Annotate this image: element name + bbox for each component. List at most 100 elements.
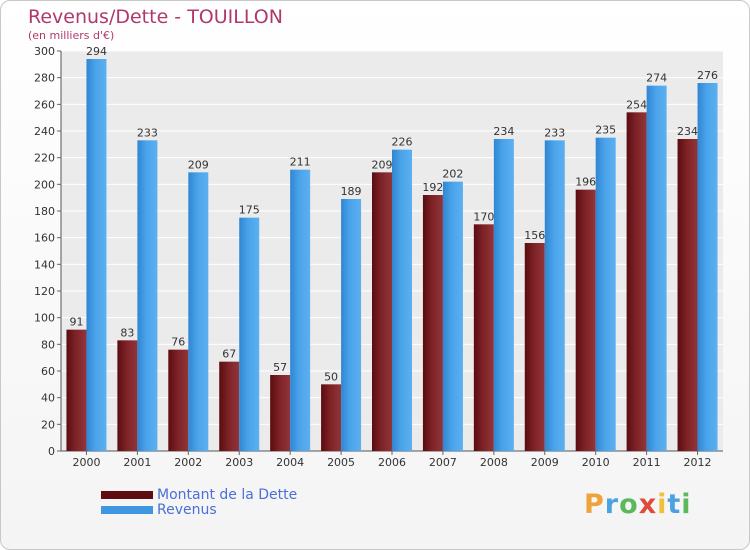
logo-letter: o xyxy=(619,489,639,520)
bar-chart: 0 20 40 60 80 100 120 140 160 180 200 220 240 260 280 3… xyxy=(34,45,723,469)
bar-dette xyxy=(321,384,342,451)
bar-dette xyxy=(422,195,443,451)
value-label-dette: 67 xyxy=(222,348,236,361)
legend-item-dette: Montant de la Dette xyxy=(101,486,298,503)
bar-dette xyxy=(66,329,87,451)
bar-dette xyxy=(626,112,647,451)
bar-revenus xyxy=(290,169,311,451)
bar-revenus xyxy=(137,140,158,452)
value-label-revenus: 175 xyxy=(239,204,260,217)
logo-letter: i xyxy=(681,489,692,520)
bar-revenus xyxy=(595,137,616,451)
bar-revenus xyxy=(188,172,209,452)
bar-revenus xyxy=(493,139,514,451)
bar-dette xyxy=(270,375,291,451)
legend-label-dette: Montant de la Dette xyxy=(157,486,298,503)
x-tick-label: 2001 xyxy=(123,456,151,469)
logo-letter: r xyxy=(604,489,620,520)
bar-revenus xyxy=(697,83,718,451)
x-tick-label: 2008 xyxy=(480,456,508,469)
x-tick-label: 2012 xyxy=(684,456,712,469)
bar-revenus xyxy=(341,199,362,451)
bar-dette xyxy=(677,139,698,451)
bar-revenus xyxy=(646,85,667,452)
x-tick-label: 2009 xyxy=(531,456,559,469)
chart-title: Revenus/Dette - TOUILLON xyxy=(28,6,283,28)
x-tick-label: 2011 xyxy=(633,456,661,469)
x-tick-label: 2005 xyxy=(327,456,355,469)
bar-dette xyxy=(575,189,596,451)
logo-letter: x xyxy=(638,489,658,520)
x-tick-label: 2002 xyxy=(174,456,202,469)
value-label-dette: 170 xyxy=(473,210,494,223)
y-tick-label: 240 xyxy=(34,125,55,138)
bar-revenus xyxy=(392,149,412,451)
value-label-revenus: 234 xyxy=(493,125,514,138)
value-label-dette: 209 xyxy=(372,158,393,171)
y-tick-label: 20 xyxy=(41,418,55,431)
bar-revenus xyxy=(544,140,565,452)
value-label-dette: 76 xyxy=(171,336,185,349)
y-tick-label: 260 xyxy=(34,98,55,111)
bar-dette xyxy=(219,361,240,451)
bar-dette xyxy=(524,243,545,451)
logo-letter: P xyxy=(584,489,605,520)
value-label-revenus: 233 xyxy=(544,126,565,139)
value-label-dette: 192 xyxy=(422,181,443,194)
y-tick-label: 200 xyxy=(34,178,55,191)
y-tick-label: 300 xyxy=(34,45,55,58)
x-tick-label: 2010 xyxy=(582,456,610,469)
x-tick-label: 2007 xyxy=(429,456,457,469)
logo-letter: t xyxy=(667,489,682,520)
legend: Montant de la Dette Revenus xyxy=(101,486,298,518)
value-label-revenus: 189 xyxy=(341,185,362,198)
value-label-revenus: 276 xyxy=(697,69,718,82)
y-tick-label: 80 xyxy=(41,338,55,351)
y-tick-label: 160 xyxy=(34,232,55,245)
bar-dette xyxy=(372,172,392,452)
value-label-revenus: 202 xyxy=(442,168,463,181)
y-tick-label: 180 xyxy=(34,205,55,218)
y-tick-label: 140 xyxy=(34,258,55,271)
logo-letter: i xyxy=(657,489,668,520)
value-label-dette: 83 xyxy=(120,326,134,339)
bar-revenus xyxy=(442,181,463,451)
y-tick-label: 60 xyxy=(41,365,55,378)
x-tick-label: 2000 xyxy=(72,456,100,469)
y-tick-label: 40 xyxy=(41,392,55,405)
value-label-revenus: 294 xyxy=(86,45,107,58)
proxiti-logo: Proxiti xyxy=(584,489,692,520)
bar-dette xyxy=(117,340,138,451)
chart-subtitle: (en milliers d'€) xyxy=(28,29,115,42)
value-label-dette: 91 xyxy=(69,316,83,329)
x-tick-label: 2006 xyxy=(378,456,406,469)
value-label-revenus: 235 xyxy=(595,124,616,137)
value-label-dette: 57 xyxy=(273,361,287,374)
value-label-dette: 254 xyxy=(626,98,647,111)
value-label-dette: 196 xyxy=(575,176,596,189)
y-tick-label: 120 xyxy=(34,285,55,298)
value-label-revenus: 226 xyxy=(392,136,413,149)
value-label-revenus: 209 xyxy=(188,158,209,171)
bar-dette xyxy=(168,349,189,451)
legend-swatch-revenus xyxy=(101,505,153,514)
value-label-revenus: 274 xyxy=(646,72,667,85)
legend-swatch-dette xyxy=(101,490,153,499)
value-label-revenus: 211 xyxy=(290,156,311,169)
y-tick-label: 0 xyxy=(48,445,55,458)
bar-dette xyxy=(473,224,494,451)
value-label-dette: 50 xyxy=(324,370,338,383)
y-tick-label: 100 xyxy=(34,312,55,325)
legend-item-revenus: Revenus xyxy=(101,501,297,518)
x-tick-label: 2004 xyxy=(276,456,304,469)
x-tick-label: 2003 xyxy=(225,456,253,469)
value-label-revenus: 233 xyxy=(137,126,158,139)
bar-revenus xyxy=(86,59,107,451)
bar-revenus xyxy=(239,217,260,451)
y-tick-label: 280 xyxy=(34,72,55,85)
legend-label-revenus: Revenus xyxy=(157,501,217,518)
y-tick-label: 220 xyxy=(34,152,55,165)
value-label-dette: 156 xyxy=(524,229,545,242)
value-label-dette: 234 xyxy=(677,125,698,138)
